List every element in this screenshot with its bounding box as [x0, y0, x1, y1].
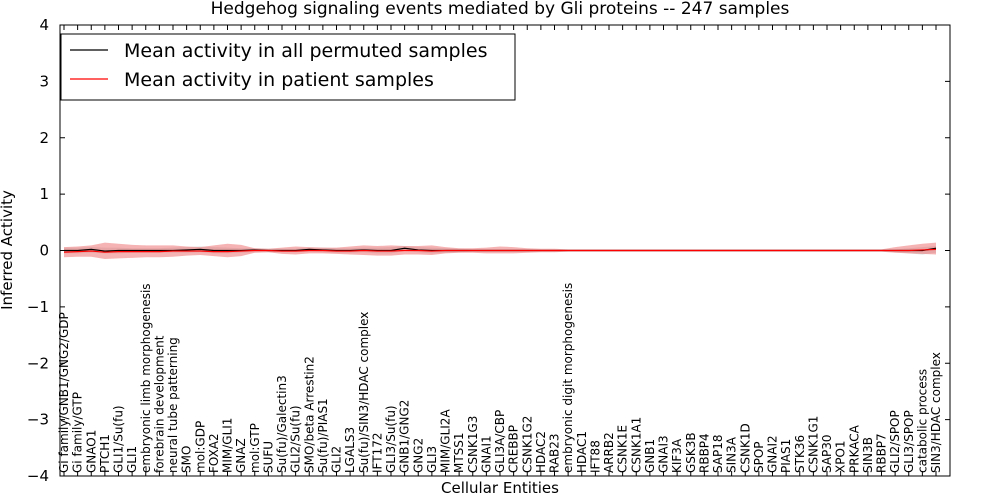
x-tick-label: GLI3A/CBP — [493, 410, 507, 473]
x-tick-label: GLI2 — [330, 446, 344, 473]
x-tick-label: PIAS1 — [779, 439, 793, 473]
x-axis-label: Cellular Entities — [441, 479, 559, 497]
x-tick-label: RBBP7 — [875, 433, 889, 473]
x-tick-label: SMO — [180, 446, 194, 473]
x-tick-label: GNG2 — [411, 438, 425, 473]
y-tick-label: 3 — [39, 72, 49, 90]
x-tick-label: SIN3A — [725, 436, 739, 473]
legend: Mean activity in all permuted samples Me… — [60, 33, 516, 101]
x-tick-label: embryonic limb morphogenesis — [139, 283, 153, 473]
x-tick-label: SIN3/HDAC complex — [929, 352, 943, 473]
x-tick-label: GLI3 — [425, 446, 439, 473]
x-tick-label: FOXA2 — [207, 433, 221, 473]
y-tick-label: 1 — [39, 185, 49, 203]
x-tick-label: Gi family/GNB1/GNG2/GDP — [57, 312, 71, 473]
x-tick-label: CSNK1E — [616, 425, 630, 473]
x-tick-label: ARRB2 — [602, 432, 616, 473]
x-tick-label: catabolic process — [915, 369, 929, 473]
series-line-1 — [63, 248, 937, 253]
x-tick-label: forebrain development — [152, 335, 166, 473]
x-tick-label: SMO/beta Arrestin2 — [302, 356, 316, 473]
x-tick-label: GLI1 — [125, 446, 139, 473]
x-tick-label: Su(fu)/SIN3/HDAC complex — [357, 312, 371, 473]
x-tick-label: CREBBP — [507, 425, 521, 473]
legend-box — [60, 33, 516, 101]
y-tick-label: −1 — [27, 298, 49, 316]
x-tick-label: PTCH1 — [98, 434, 112, 473]
legend-label-patient: Mean activity in patient samples — [124, 69, 434, 91]
x-tick-label: GNB1/GNG2 — [398, 400, 412, 473]
x-axis: Gi family/GNB1/GNG2/GDP Gi family/GTP GNAO… — [57, 25, 943, 476]
x-tick-label: mol:GDP — [193, 421, 207, 473]
x-tick-label: Su(fu)/Galectin3 — [275, 375, 289, 473]
x-tick-label: SPOP — [752, 441, 766, 473]
x-tick-label: MIM/GLI1 — [221, 418, 235, 473]
x-tick-label: GNB1 — [643, 439, 657, 473]
x-tick-label: KIF3A — [670, 438, 684, 473]
x-tick-label: HDAC1 — [575, 431, 589, 473]
x-tick-label: GNAO1 — [84, 430, 98, 473]
x-tick-label: PRKACA — [847, 424, 861, 473]
x-tick-label: CSNK1G2 — [520, 416, 534, 473]
x-tick-label: GLI3/Su(fu) — [384, 405, 398, 473]
x-tick-label: IFT172 — [370, 433, 384, 473]
x-tick-label: mol:GTP — [248, 423, 262, 473]
x-tick-label: SAP30 — [820, 434, 834, 473]
x-tick-label: CSNK1G3 — [466, 416, 480, 473]
x-tick-label: STK36 — [793, 435, 807, 473]
x-tick-label: embryonic digit morphogenesis — [561, 283, 575, 473]
x-tick-label: HDAC2 — [534, 431, 548, 473]
y-tick-label: 4 — [39, 16, 49, 34]
y-tick-label: −4 — [27, 467, 49, 485]
x-tick-label: GLI2/Su(fu) — [289, 405, 303, 473]
x-tick-label: SIN3B — [861, 437, 875, 473]
x-tick-label: SAP18 — [711, 434, 725, 473]
x-tick-label: Gi family/GTP — [71, 392, 85, 473]
x-tick-label: CSNK1A1 — [629, 417, 643, 473]
y-axis: −4 −3 −2 −1 0 1 2 3 4 — [27, 16, 950, 485]
x-tick-label: MIM/GLI2A — [439, 409, 453, 473]
x-tick-label: RBBP4 — [697, 433, 711, 473]
x-tick-label: GNAI3 — [657, 435, 671, 473]
x-tick-label: GNAI2 — [766, 435, 780, 473]
x-tick-label: RAB23 — [548, 433, 562, 473]
x-tick-label: GNAI1 — [479, 435, 493, 473]
x-tick-label: SUFU — [261, 441, 275, 473]
x-tick-label: neural tube patterning — [166, 337, 180, 473]
x-tick-label: CSNK1D — [738, 423, 752, 473]
y-tick-label: −2 — [27, 354, 49, 372]
x-tick-label: GLI3/SPOP — [902, 410, 916, 473]
legend-label-permuted: Mean activity in all permuted samples — [124, 40, 487, 62]
x-tick-label: XPO1 — [834, 440, 848, 473]
x-tick-label: IFT88 — [588, 440, 602, 473]
x-tick-label: GNAZ — [234, 438, 248, 473]
x-tick-label: MTSS1 — [452, 432, 466, 473]
chart-title: Hedgehog signaling events mediated by Gl… — [211, 0, 790, 19]
x-tick-label: CSNK1G1 — [806, 416, 820, 473]
x-tick-label: GSK3B — [684, 432, 698, 473]
y-tick-label: 0 — [39, 242, 49, 260]
y-tick-label: −3 — [27, 411, 49, 429]
x-tick-label: GLI2/SPOP — [888, 410, 902, 473]
series-lines — [63, 247, 937, 253]
x-tick-label: GLI1/Su(fu) — [112, 405, 126, 473]
y-axis-label: Inferred Activity — [0, 190, 16, 310]
x-tick-label: LGALS3 — [343, 427, 357, 473]
x-tick-label: Su(fu)/PIAS1 — [316, 398, 330, 473]
y-tick-label: 2 — [39, 129, 49, 147]
